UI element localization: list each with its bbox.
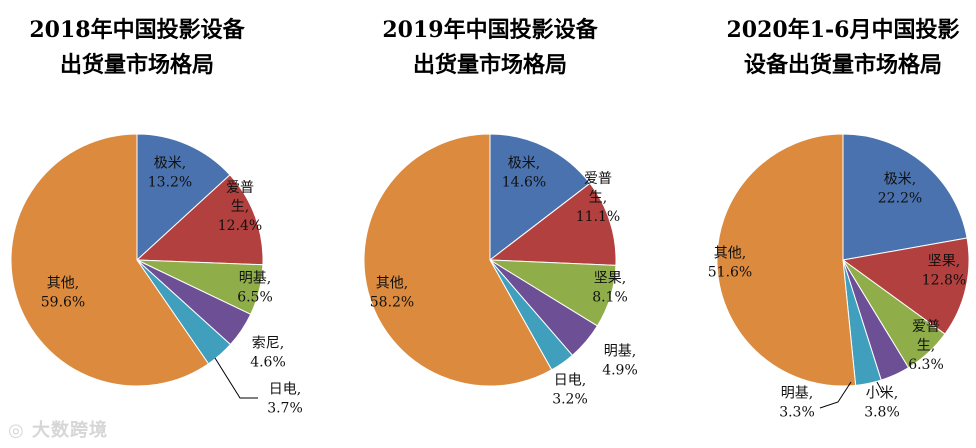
slice-label: 爱普生, 12.4% xyxy=(218,180,262,234)
watermark-text: 大数跨境 xyxy=(31,420,108,441)
pie-slice xyxy=(716,133,857,387)
slice-label: 极米, 14.6% xyxy=(502,156,546,191)
chart-title: 出货量市场格局 xyxy=(413,52,567,78)
slice-label: 其他, 58.2% xyxy=(370,276,414,311)
pie-slice xyxy=(488,182,617,266)
pie-slice xyxy=(135,174,264,266)
chart-title: 2020年1-6月中国投影 xyxy=(727,17,960,43)
chart-title: 2019年中国投影设备 xyxy=(382,17,598,43)
leader-line xyxy=(876,381,884,394)
slice-label: 其他, 51.6% xyxy=(708,246,752,281)
pie-slice xyxy=(363,133,553,387)
chart-title: 设备出货量市场格局 xyxy=(744,52,942,78)
slice-label: 索尼, 4.6% xyxy=(250,335,286,371)
slice-label: 坚果, 12.8% xyxy=(922,254,966,289)
slice-label: 明基, 3.3% xyxy=(779,385,815,421)
chart-title: 出货量市场格局 xyxy=(60,52,214,78)
slice-label: 明基, 6.5% xyxy=(237,270,273,306)
pie-slice xyxy=(841,237,970,335)
pie-slice xyxy=(489,133,591,262)
slice-label: 明基, 4.9% xyxy=(602,343,638,379)
slice-label: 日电, 3.7% xyxy=(267,382,303,417)
watermark-icon: ◎ xyxy=(8,420,32,441)
chart-title: 2018年中国投影设备 xyxy=(29,17,245,43)
leader-line xyxy=(214,357,258,399)
pie-slice xyxy=(136,133,231,262)
slice-label: 小米, 3.8% xyxy=(864,386,900,421)
slice-label: 极米, 13.2% xyxy=(148,156,192,191)
leader-line xyxy=(819,381,852,409)
watermark-logo: ◎ 大数跨境 xyxy=(8,416,108,442)
slice-label: 爱普生, 11.1% xyxy=(576,171,620,225)
slice-label: 坚果, 8.1% xyxy=(592,271,628,306)
slice-label: 日电, 3.2% xyxy=(552,373,588,408)
slice-label: 爱普生, 6.3% xyxy=(908,319,944,373)
pie-slice xyxy=(842,133,968,261)
slice-label: 其他, 59.6% xyxy=(41,276,85,311)
pie-slice xyxy=(10,133,210,387)
slice-label: 极米, 22.2% xyxy=(878,172,922,207)
